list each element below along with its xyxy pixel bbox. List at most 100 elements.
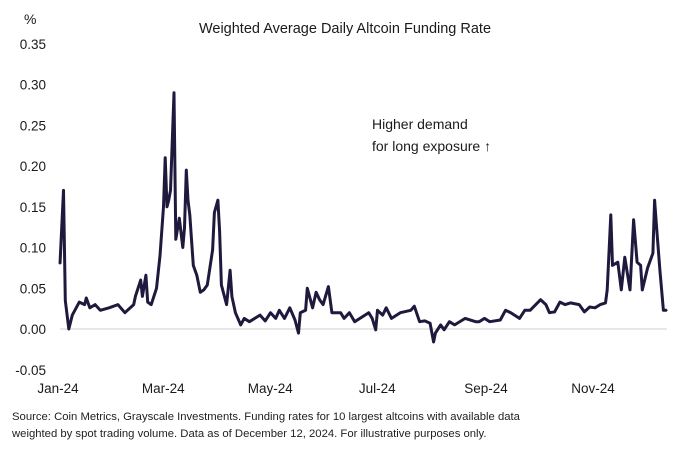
data-point — [259, 314, 261, 316]
data-point — [578, 303, 580, 306]
data-point — [59, 263, 61, 265]
data-point — [424, 320, 426, 322]
data-point — [659, 269, 661, 272]
data-point — [504, 309, 507, 312]
data-point — [117, 303, 119, 306]
data-point — [141, 295, 144, 298]
data-point — [529, 309, 531, 312]
y-tick-label: 0.15 — [20, 200, 46, 215]
data-point — [269, 311, 272, 314]
data-point — [524, 309, 526, 312]
data-point — [124, 311, 126, 314]
data-point — [609, 214, 612, 216]
data-point — [588, 306, 591, 308]
data-point — [83, 303, 86, 306]
y-tick-label: -0.05 — [15, 363, 46, 378]
data-point — [443, 329, 445, 331]
data-point — [559, 301, 561, 303]
data-point — [594, 307, 596, 309]
data-point — [390, 317, 393, 320]
data-point — [666, 309, 668, 312]
data-point — [655, 223, 658, 226]
data-point — [311, 307, 314, 309]
data-point — [315, 291, 317, 294]
data-point — [203, 289, 205, 291]
data-point — [464, 317, 466, 320]
data-point — [604, 302, 607, 304]
data-point — [367, 311, 370, 314]
data-point — [509, 311, 512, 314]
data-point — [599, 303, 602, 306]
data-point — [196, 274, 198, 277]
data-point — [429, 322, 431, 325]
data-point — [623, 256, 626, 259]
data-point — [288, 307, 291, 309]
data-point — [62, 189, 65, 192]
data-point — [217, 199, 219, 202]
data-point — [545, 303, 547, 306]
data-point — [146, 301, 149, 303]
data-point — [183, 227, 186, 229]
data-point — [159, 254, 161, 257]
data-point — [78, 301, 81, 303]
data-point — [385, 307, 388, 309]
data-point — [553, 311, 556, 313]
data-point — [71, 314, 74, 316]
data-point — [132, 303, 135, 306]
data-point — [169, 189, 172, 192]
data-point — [155, 287, 158, 290]
data-point — [611, 264, 614, 267]
data-point — [483, 317, 486, 320]
data-point — [220, 284, 223, 286]
data-point — [374, 329, 377, 331]
data-point — [145, 274, 147, 277]
data-point — [371, 317, 374, 320]
data-point — [432, 341, 435, 343]
data-point — [211, 249, 214, 251]
data-point — [653, 199, 656, 202]
data-point — [167, 199, 170, 202]
data-point — [274, 317, 277, 320]
data-point — [99, 309, 102, 312]
data-point — [150, 303, 153, 306]
data-point — [662, 309, 665, 312]
data-point — [264, 320, 267, 322]
data-point — [64, 299, 67, 302]
data-point — [85, 297, 88, 299]
data-point — [294, 319, 296, 321]
data-point — [174, 238, 177, 241]
data-point — [166, 205, 168, 208]
y-tick-label: 0.20 — [20, 159, 46, 174]
data-point — [376, 309, 379, 312]
y-axis-unit-label: % — [24, 11, 36, 27]
data-point — [399, 311, 402, 314]
data-point — [646, 267, 649, 269]
data-point — [641, 289, 644, 291]
data-point — [299, 311, 302, 314]
data-point — [518, 317, 521, 320]
data-point — [164, 157, 167, 159]
data-point — [67, 328, 70, 330]
data-point — [243, 317, 245, 320]
data-point — [206, 284, 209, 286]
data-point — [139, 279, 142, 281]
data-point — [304, 309, 307, 312]
data-point — [185, 169, 188, 171]
source-note-line-1: Source: Coin Metrics, Grayscale Investme… — [12, 411, 520, 423]
data-point — [583, 311, 586, 313]
data-point — [253, 317, 256, 320]
data-point — [636, 261, 638, 263]
data-point — [218, 230, 221, 232]
data-point — [234, 311, 237, 314]
data-point — [108, 307, 110, 309]
data-point — [331, 311, 333, 314]
y-tick-label: 0.25 — [20, 118, 46, 133]
x-tick-label: Mar-24 — [142, 381, 185, 396]
data-point — [339, 311, 342, 314]
chart-title: Weighted Average Daily Altcoin Funding R… — [199, 21, 491, 37]
data-point — [181, 246, 184, 249]
data-point — [283, 317, 286, 320]
data-point — [173, 91, 175, 94]
data-point — [318, 298, 321, 301]
